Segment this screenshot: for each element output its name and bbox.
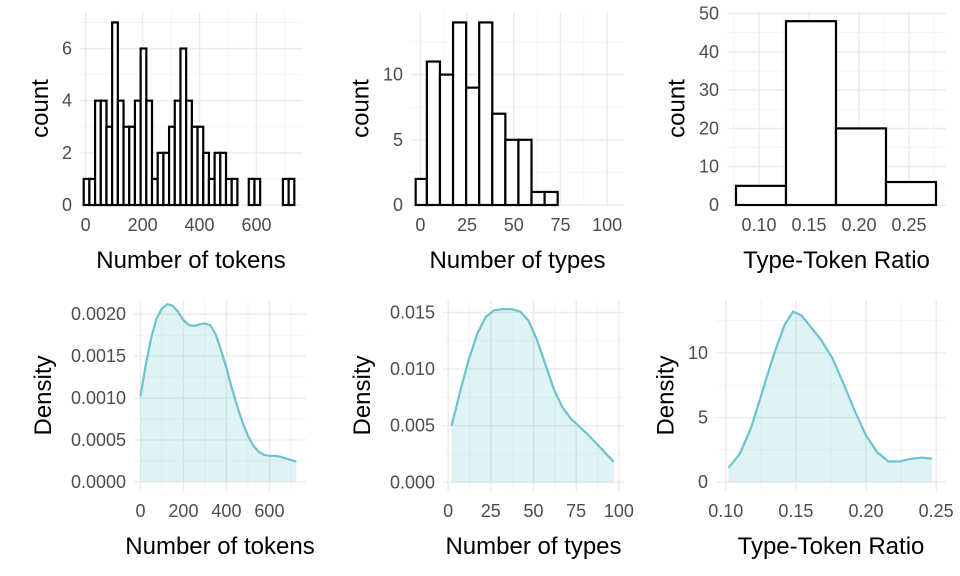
- y-axis-title: count: [664, 79, 691, 138]
- histogram-bar: [465, 86, 481, 207]
- x-tick-label: 50: [523, 501, 543, 521]
- x-tick-label: 0.15: [778, 501, 813, 521]
- x-tick-label: 0.20: [849, 501, 884, 521]
- x-tick-label: 75: [550, 215, 570, 235]
- y-tick-label: 5: [698, 408, 708, 428]
- histogram-bar: [287, 177, 296, 207]
- x-axis-title: Type-Token Ratio: [743, 247, 930, 274]
- x-tick-label: 400: [211, 501, 241, 521]
- x-tick-label: 600: [241, 215, 271, 235]
- chart-panel-6: 0.10 0.15 0.20 0.25 0 5 10 Type-Token Ratio Dens…: [653, 300, 954, 560]
- y-tick-label: 0: [709, 195, 719, 215]
- y-tick-label: 20: [699, 118, 719, 138]
- chart-panel-5: 0 25 50 75 100 0.000 0.005 0.010 0.015 Number of …: [349, 300, 634, 560]
- density-line: [139, 302, 297, 463]
- x-tick-label: 75: [566, 501, 586, 521]
- x-tick-label: 0: [135, 501, 145, 521]
- histogram-bar: [145, 99, 154, 207]
- x-tick-label: 0.20: [841, 215, 876, 235]
- x-tick-label: 200: [128, 215, 158, 235]
- density-line: [450, 307, 615, 463]
- x-tick-label: 0.10: [708, 501, 743, 521]
- histogram-bar: [734, 184, 788, 207]
- y-tick-label: 30: [699, 80, 719, 100]
- x-axis-title: Number of types: [429, 247, 605, 274]
- y-tick-label: 0.005: [390, 416, 435, 436]
- x-axis-title: Number of tokens: [96, 247, 285, 274]
- x-tick-label: 0: [443, 501, 453, 521]
- histogram-bar: [491, 112, 507, 207]
- x-tick-label: 0.15: [791, 215, 826, 235]
- histogram-bar: [414, 177, 428, 207]
- x-axis-title: Number of tokens: [125, 533, 314, 560]
- y-tick-label: 10: [383, 65, 403, 85]
- x-axis-title: Number of types: [445, 533, 621, 560]
- x-tick-label: 100: [604, 501, 634, 521]
- x-tick-label: 0: [81, 215, 91, 235]
- y-tick-label: 0: [698, 472, 708, 492]
- x-tick-label: 600: [254, 501, 284, 521]
- y-tick-label: 0.0005: [71, 430, 126, 450]
- chart-panel-1: 0 200 400 600 0 2 4 6 Number of tokens count: [27, 12, 302, 274]
- y-tick-label: 0.010: [390, 359, 435, 379]
- histogram-bar: [425, 60, 442, 207]
- density-line: [727, 310, 933, 469]
- y-axis-title: count: [27, 79, 54, 138]
- y-tick-label: 0.0000: [71, 472, 126, 492]
- histogram-bar: [884, 180, 938, 207]
- density-area: [728, 311, 932, 483]
- y-tick-label: 10: [699, 157, 719, 177]
- x-tick-label: 200: [168, 501, 198, 521]
- histogram-bar: [834, 127, 888, 207]
- histogram-bar: [543, 190, 559, 207]
- y-tick-label: 0.015: [390, 302, 435, 322]
- y-tick-label: 0.0010: [71, 388, 126, 408]
- y-tick-label: 0.000: [390, 472, 435, 492]
- y-tick-label: 50: [699, 4, 719, 24]
- y-tick-label: 10: [688, 343, 708, 363]
- y-tick-label: 0.0015: [71, 346, 126, 366]
- chart-panel-2: 0 25 50 75 100 0 5 10 Number of types count: [348, 12, 624, 274]
- y-tick-label: 4: [62, 91, 72, 111]
- x-tick-label: 50: [504, 215, 524, 235]
- y-axis-title: count: [348, 79, 375, 138]
- histogram-bar: [530, 190, 546, 207]
- histogram-bar: [784, 20, 838, 207]
- histogram-bar: [438, 73, 455, 207]
- x-tick-label: 0.25: [919, 501, 954, 521]
- chart-panel-4: 0 200 400 600 0.0000 0.0005 0.0010 0.0015 0.0020…: [30, 300, 315, 560]
- histogram-bar: [517, 138, 533, 207]
- histogram-bar: [253, 177, 262, 207]
- x-tick-label: 0.10: [741, 215, 776, 235]
- y-axis-title: Density: [349, 355, 376, 435]
- x-tick-label: 25: [457, 215, 477, 235]
- x-tick-label: 400: [185, 215, 215, 235]
- histogram-bar: [504, 138, 520, 207]
- y-tick-label: 0: [393, 195, 403, 215]
- y-tick-label: 2: [62, 143, 72, 163]
- chart-panel-3: 0.10 0.15 0.20 0.25 0 10 20 30 40 50 Type-Token Ra…: [664, 4, 946, 274]
- histogram-bar: [230, 177, 239, 207]
- x-tick-label: 25: [481, 501, 501, 521]
- y-axis-title: Density: [30, 355, 57, 435]
- y-tick-label: 5: [393, 130, 403, 150]
- x-axis-title: Type-Token Ratio: [738, 533, 925, 560]
- x-tick-label: 100: [592, 215, 622, 235]
- y-tick-label: 0: [62, 195, 72, 215]
- y-tick-label: 0.0020: [71, 304, 126, 324]
- histogram-bar: [478, 21, 494, 207]
- histogram-bar: [451, 21, 468, 207]
- density-area: [140, 304, 297, 482]
- density-area: [451, 309, 614, 483]
- x-tick-label: 0.25: [891, 215, 926, 235]
- y-tick-label: 40: [699, 42, 719, 62]
- x-tick-label: 0: [415, 215, 425, 235]
- y-axis-title: Density: [653, 355, 680, 435]
- y-tick-label: 6: [62, 39, 72, 59]
